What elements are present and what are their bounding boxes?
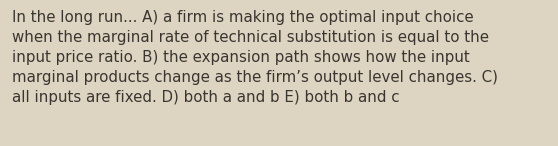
- Text: In the long run... A) a firm is making the optimal input choice
when the margina: In the long run... A) a firm is making t…: [12, 10, 498, 105]
